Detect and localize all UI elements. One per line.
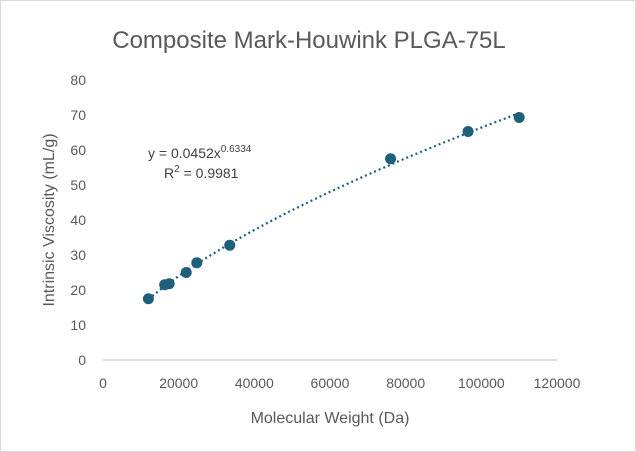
y-tick-label: 50	[70, 177, 86, 193]
trendline	[147, 112, 520, 301]
y-tick-label: 40	[70, 212, 86, 228]
data-point	[163, 278, 175, 290]
data-point	[462, 125, 474, 137]
y-tick-label: 70	[70, 107, 86, 123]
x-tick-label: 120000	[534, 375, 581, 391]
y-axis-ticks: 0 10 20 30 40 50 60 70 80	[70, 72, 86, 368]
y-tick-label: 60	[70, 142, 86, 158]
chart-title: Composite Mark-Houwink PLGA-75L	[112, 27, 505, 54]
data-point	[513, 111, 525, 123]
x-tick-label: 80000	[386, 375, 425, 391]
data-point	[224, 239, 236, 251]
y-tick-label: 20	[70, 282, 86, 298]
y-axis-label: Intrinsic Viscosity (mL/g)	[41, 133, 58, 306]
y-tick-label: 80	[70, 72, 86, 88]
x-axis-label: Molecular Weight (Da)	[251, 410, 410, 427]
data-point	[385, 153, 397, 165]
y-tick-label: 30	[70, 247, 86, 263]
trendline-equation: y = 0.0452x0.6334	[148, 144, 252, 161]
x-tick-label: 60000	[311, 375, 350, 391]
y-tick-label: 10	[70, 317, 86, 333]
r2-value: = 0.9981	[180, 165, 239, 181]
x-tick-label: 40000	[235, 375, 274, 391]
data-point	[191, 257, 203, 269]
x-axis-ticks: 0 20000 40000 60000 80000 100000 120000	[99, 375, 580, 391]
x-tick-label: 100000	[458, 375, 505, 391]
equation-base: y = 0.0452x	[148, 145, 221, 161]
r2-base: R	[164, 165, 174, 181]
y-tick-label: 0	[78, 352, 86, 368]
r2-exponent: 2	[174, 164, 180, 175]
x-tick-label: 20000	[159, 375, 198, 391]
data-point	[142, 293, 154, 305]
equation-exponent: 0.6334	[221, 144, 252, 155]
data-points	[142, 111, 525, 305]
trendline-r-squared: R2 = 0.9981	[164, 164, 239, 181]
x-tick-label: 0	[99, 375, 107, 391]
data-point	[180, 267, 192, 278]
